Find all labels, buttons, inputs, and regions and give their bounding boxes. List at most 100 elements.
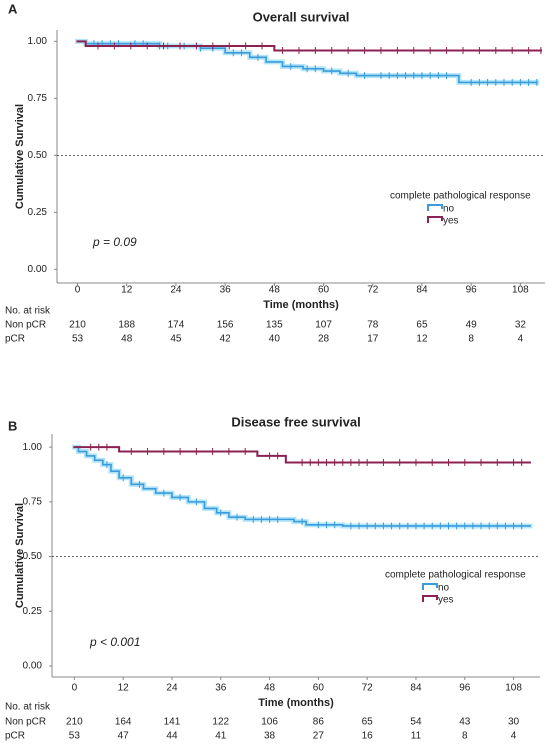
legend-label: yes xyxy=(443,216,459,227)
y-tick-label: 0.75 xyxy=(28,93,48,104)
p-value: p < 0.001 xyxy=(89,635,140,649)
risk-count: 164 xyxy=(115,717,132,728)
risk-count: 4 xyxy=(518,334,524,345)
y-tick-label: 1.00 xyxy=(28,36,48,47)
legend-label: yes xyxy=(438,595,454,606)
x-tick-label: 36 xyxy=(215,683,227,694)
x-tick-label: 84 xyxy=(416,285,428,296)
risk-count: 156 xyxy=(217,320,234,331)
legend-swatch xyxy=(422,595,438,602)
x-tick-label: 0 xyxy=(75,285,81,296)
chart-title: Overall survival xyxy=(253,9,350,24)
legend-label: no xyxy=(438,583,450,594)
x-axis-label: Time (months) xyxy=(263,299,339,311)
legend-title: complete pathological response xyxy=(385,570,526,581)
y-tick-label: 1.00 xyxy=(23,442,43,453)
risk-count: 11 xyxy=(411,731,422,742)
risk-count: 210 xyxy=(66,717,83,728)
x-tick-label: 108 xyxy=(512,285,529,296)
y-axis-label: Cumulative Survival xyxy=(14,104,26,209)
risk-count: 210 xyxy=(69,320,86,331)
x-tick-label: 48 xyxy=(269,285,281,296)
risk-count: 174 xyxy=(168,320,185,331)
risk-count: 38 xyxy=(264,731,276,742)
risk-count: 30 xyxy=(508,717,520,728)
x-tick-label: 72 xyxy=(367,285,379,296)
x-tick-label: 96 xyxy=(459,683,471,694)
panel-label: A xyxy=(8,1,18,16)
risk-count: 49 xyxy=(466,320,478,331)
risk-row-label: Non pCR xyxy=(5,320,46,331)
risk-count: 122 xyxy=(212,717,229,728)
x-tick-label: 48 xyxy=(264,683,276,694)
legend-title: complete pathological response xyxy=(390,191,531,202)
risk-count: 65 xyxy=(362,717,374,728)
x-tick-label: 84 xyxy=(410,683,422,694)
risk-row-label: pCR xyxy=(5,334,25,345)
x-tick-label: 60 xyxy=(318,285,330,296)
risk-count: 42 xyxy=(220,334,232,345)
risk-count: 17 xyxy=(367,334,379,345)
legend-swatch xyxy=(422,583,438,590)
risk-count: 12 xyxy=(416,334,428,345)
x-axis-label: Time (months) xyxy=(258,697,334,709)
y-tick-label: 0.25 xyxy=(28,207,48,218)
risk-count: 27 xyxy=(313,731,325,742)
legend-swatch xyxy=(427,204,443,211)
y-tick-label: 0.50 xyxy=(28,150,48,161)
y-tick-label: 0.75 xyxy=(23,497,43,508)
x-tick-label: 60 xyxy=(313,683,325,694)
risk-count: 53 xyxy=(69,731,81,742)
risk-count: 8 xyxy=(462,731,468,742)
risk-count: 28 xyxy=(318,334,330,345)
x-tick-label: 12 xyxy=(121,285,133,296)
chart-title: Disease free survival xyxy=(231,414,360,429)
survival-curve xyxy=(71,444,533,530)
p-value: p = 0.09 xyxy=(92,235,137,249)
risk-count: 135 xyxy=(266,320,283,331)
y-tick-label: 0.00 xyxy=(28,264,48,275)
risk-count: 48 xyxy=(121,334,133,345)
panel-label: B xyxy=(8,418,17,433)
risk-count: 43 xyxy=(459,717,471,728)
risk-count: 53 xyxy=(72,334,84,345)
y-tick-label: 0.25 xyxy=(23,606,43,617)
risk-count: 45 xyxy=(170,334,182,345)
risk-count: 16 xyxy=(362,731,374,742)
risk-count: 32 xyxy=(515,320,527,331)
risk-title: No. at risk xyxy=(5,306,51,317)
risk-count: 141 xyxy=(164,717,181,728)
x-tick-label: 108 xyxy=(505,683,522,694)
legend-label: no xyxy=(443,204,455,215)
x-tick-label: 72 xyxy=(362,683,374,694)
risk-count: 41 xyxy=(215,731,227,742)
risk-count: 44 xyxy=(166,731,178,742)
survival-curve xyxy=(76,40,542,55)
risk-count: 86 xyxy=(313,717,325,728)
y-axis-label: Cumulative Survival xyxy=(14,503,26,608)
y-tick-label: 0.00 xyxy=(23,661,43,672)
legend-swatch xyxy=(427,216,443,223)
x-tick-label: 24 xyxy=(166,683,178,694)
x-tick-label: 36 xyxy=(220,285,232,296)
x-tick-label: 96 xyxy=(466,285,478,296)
x-tick-label: 24 xyxy=(170,285,182,296)
risk-title: No. at risk xyxy=(5,702,51,713)
x-tick-label: 0 xyxy=(72,683,78,694)
risk-count: 65 xyxy=(416,320,428,331)
risk-count: 4 xyxy=(511,731,517,742)
risk-count: 40 xyxy=(269,334,281,345)
risk-row-label: pCR xyxy=(5,731,25,742)
y-tick-label: 0.50 xyxy=(23,551,43,562)
risk-count: 78 xyxy=(367,320,379,331)
risk-count: 47 xyxy=(118,731,130,742)
x-tick-label: 12 xyxy=(118,683,130,694)
risk-row-label: Non pCR xyxy=(5,717,46,728)
risk-count: 8 xyxy=(468,334,474,345)
risk-count: 106 xyxy=(261,717,278,728)
risk-count: 107 xyxy=(315,320,332,331)
survival-curve xyxy=(73,443,531,466)
risk-count: 188 xyxy=(118,320,135,331)
risk-count: 54 xyxy=(410,717,422,728)
